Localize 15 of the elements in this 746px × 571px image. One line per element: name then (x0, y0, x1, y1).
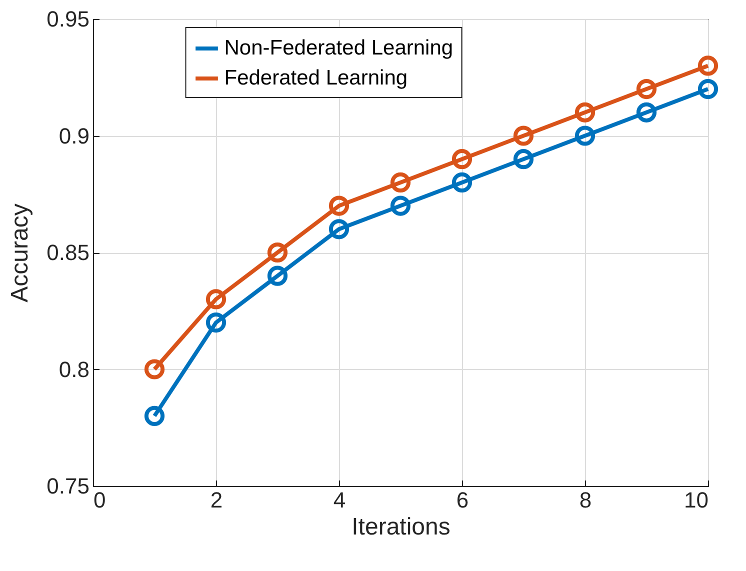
x-tick-label: 8 (579, 488, 592, 512)
x-tick-label: 2 (210, 488, 223, 512)
legend-label: Non-Federated Learning (224, 36, 454, 60)
y-tick-label: 0.8 (58, 356, 90, 382)
legend-label: Federated Learning (224, 66, 408, 90)
x-tick-label: 6 (456, 488, 469, 512)
y-tick-label: 0.9 (58, 123, 90, 148)
y-axis-title: Accuracy (6, 204, 34, 302)
x-axis-title: Iterations (352, 514, 450, 540)
y-tick-label: 0.75 (46, 474, 90, 498)
x-tick-label: 4 (333, 488, 346, 512)
x-tick-label: 0 (94, 488, 106, 512)
y-tick-label: 0.85 (46, 240, 90, 265)
x-tick-label: 10 (684, 488, 708, 512)
y-tick-label: 0.95 (46, 6, 90, 32)
